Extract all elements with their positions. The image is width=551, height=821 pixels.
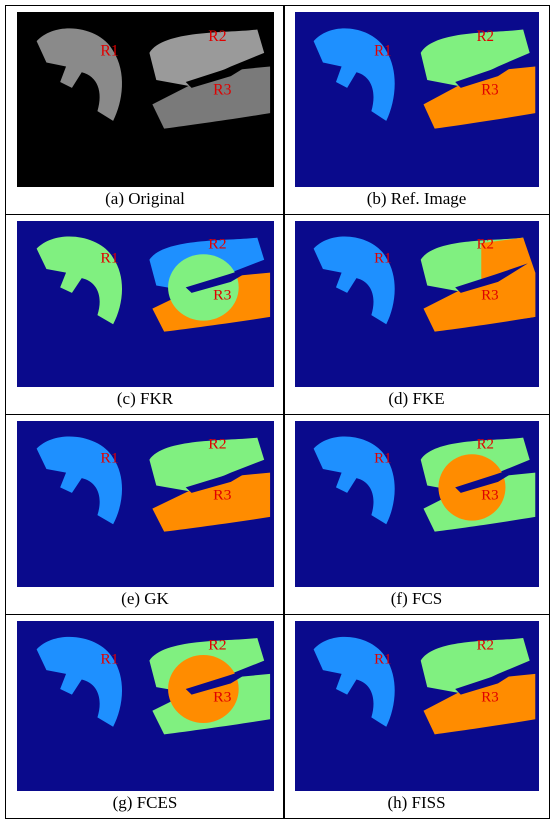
region-label: R3 [481, 287, 498, 303]
panel-cell: R1 R2 R3 (f) FCS [283, 414, 550, 615]
caption: (f) FCS [390, 589, 443, 608]
region-shape [36, 236, 123, 325]
region-gap [185, 463, 263, 493]
region-label: R3 [481, 81, 499, 98]
region-label: R3 [481, 689, 498, 705]
region-label: R2 [208, 236, 226, 252]
caption: (g) FCES [112, 793, 178, 812]
region-label: R3 [481, 487, 498, 503]
region-label: R1 [374, 42, 391, 59]
region-shape [313, 28, 395, 121]
region-shape [423, 66, 536, 129]
region-shape [481, 237, 536, 325]
panel-cell: R1 R2 R3 (e) GK [5, 414, 285, 615]
segmentation-image: R1 R2 R3 [17, 421, 274, 587]
region-shape [313, 436, 395, 525]
region-label: R2 [477, 237, 494, 253]
region-gap [455, 263, 528, 293]
caption: (c) FKR [116, 389, 174, 408]
region-label: R1 [374, 251, 391, 267]
region-label: R2 [208, 28, 226, 45]
region-label: R3 [213, 82, 231, 99]
region-shape [313, 636, 395, 727]
caption: (h) FISS [387, 793, 446, 812]
region-shape [423, 673, 536, 735]
region-label: R1 [100, 250, 118, 266]
region-label: R3 [213, 287, 232, 303]
region-label: R2 [477, 637, 494, 653]
region-gap [455, 664, 528, 695]
region-label: R1 [100, 450, 118, 466]
region-label: R1 [374, 651, 391, 667]
segmentation-image: R1 R2 R3 [17, 221, 274, 387]
region-shape [420, 638, 530, 693]
region-label: R1 [100, 651, 118, 668]
segmentation-image: R1 R2 R3 [295, 621, 539, 791]
region-shape [152, 472, 271, 532]
segmentation-image: R1 R2 R3 [295, 221, 539, 387]
segmentation-image: R1 R2 R3 [17, 12, 274, 187]
panel-cell: R1 R2 R3 (g) FCES [5, 614, 285, 819]
panel-cell: R1 R2 R3 (d) FKE [283, 214, 550, 415]
panel-cell: R1 R2 R3 (a) Original [5, 5, 285, 215]
caption: (d) FKE [388, 389, 445, 408]
region-shape [36, 636, 123, 727]
segmentation-image: R1 R2 R3 [17, 621, 274, 791]
region-gap [455, 56, 528, 88]
region-shape [149, 437, 265, 492]
region-shape [149, 29, 265, 86]
segmentation-image: R1 R2 R3 [295, 421, 539, 587]
caption: (e) GK [121, 589, 169, 608]
region-shape [36, 436, 123, 525]
region-shape [313, 236, 395, 325]
region-gap [455, 463, 528, 493]
caption: (b) Ref. Image [366, 189, 467, 208]
region-shape [36, 28, 123, 121]
caption: (a) Original [105, 189, 185, 208]
region-label: R2 [477, 28, 494, 45]
region-label: R1 [374, 451, 391, 467]
panel-cell: R1 R2 R3 (b) Ref. Image [283, 5, 550, 215]
region-label: R3 [213, 689, 232, 706]
region-label: R2 [208, 436, 226, 452]
region-label: R2 [208, 637, 226, 654]
region-gap [185, 263, 263, 293]
region-label: R1 [100, 43, 118, 60]
panel-cell: R1 R2 R3 (c) FKR [5, 214, 285, 415]
region-shape [152, 66, 271, 129]
region-gap [185, 56, 263, 88]
region-label: R2 [477, 437, 494, 453]
region-shape [420, 29, 530, 86]
segmentation-image: R1 R2 R3 [295, 12, 539, 187]
panel-cell: R1 R2 R3 (h) FISS [283, 614, 550, 819]
region-label: R3 [213, 487, 232, 503]
region-gap [185, 664, 263, 695]
